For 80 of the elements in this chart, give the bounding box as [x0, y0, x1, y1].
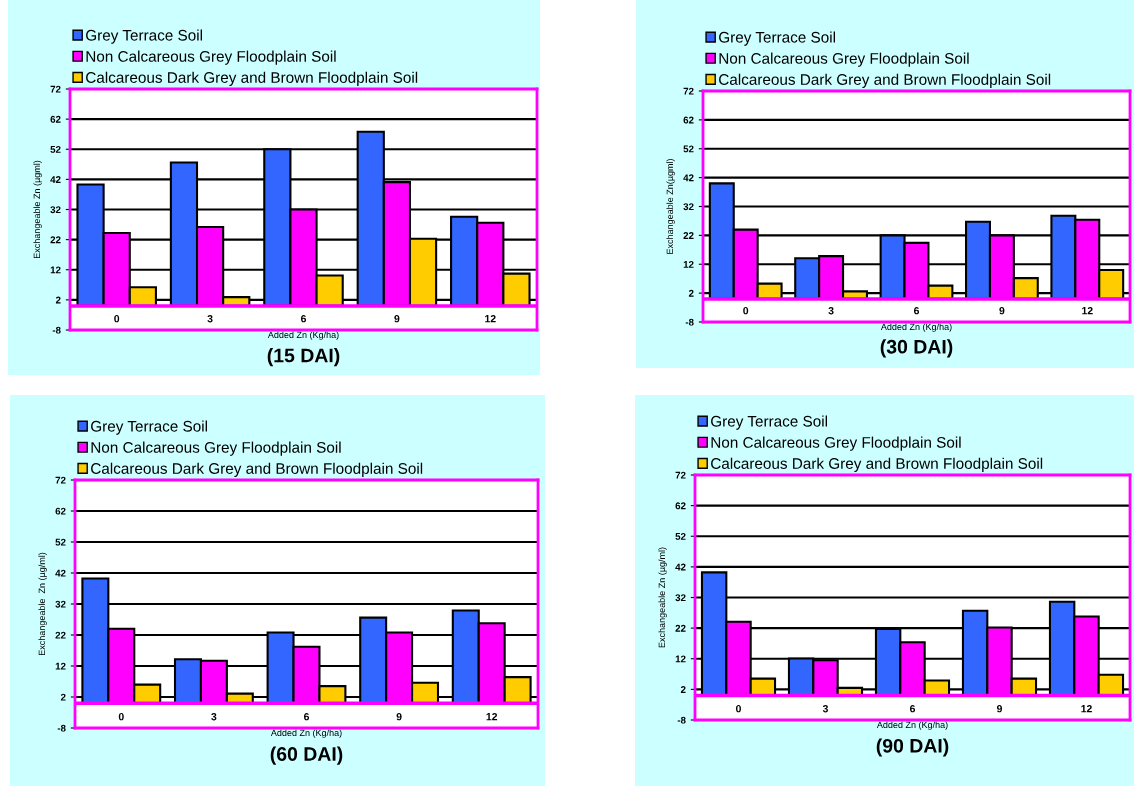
text: (15 DAI) — [267, 348, 340, 367]
legend-label: Calcareous Dark Grey and Brown Floodplain Soil — [711, 457, 1043, 472]
y-tick-label: -8 — [57, 724, 66, 732]
y-axis-title: Exchangeable Zn (µgml) — [33, 160, 42, 259]
legend-label: Grey Terrace Soil — [91, 420, 207, 435]
y-tick-label: 2 — [55, 296, 61, 304]
legend-label: Grey Terrace Soil — [711, 415, 827, 430]
y-tick-label: 42 — [55, 569, 66, 577]
y-tick-label: 52 — [683, 145, 694, 153]
y-tick-label: 22 — [55, 631, 66, 639]
legend-label: Non Calcareous Grey Floodplain Soil — [91, 441, 341, 456]
y-tick-label: -8 — [52, 326, 61, 334]
y-tick-label: 42 — [675, 563, 686, 571]
x-tick-label: 3 — [828, 307, 834, 315]
y-tick-label: 62 — [675, 502, 686, 510]
y-tick-label: 72 — [675, 471, 686, 479]
x-tick-label: 3 — [207, 315, 213, 323]
y-tick-label: 22 — [50, 236, 61, 244]
y-axis-title: Exchangeable Zn (µg/ml) — [658, 547, 667, 648]
legend-label: Non Calcareous Grey Floodplain Soil — [719, 52, 969, 67]
x-tick-label: 3 — [822, 705, 829, 713]
y-tick-label: 42 — [50, 176, 61, 183]
x-axis-title: Added Zn (Kg/ha) — [880, 323, 952, 332]
x-tick-label: 0 — [118, 713, 124, 721]
x-tick-label: 6 — [303, 713, 310, 721]
legend-label: Non Calcareous Grey Floodplain Soil — [86, 50, 336, 65]
x-tick-label: 9 — [996, 705, 1003, 713]
x-tick-label: 0 — [736, 705, 741, 713]
y-tick-label: 32 — [675, 594, 686, 602]
y-tick-label: 62 — [683, 116, 694, 124]
y-tick-label: 12 — [675, 655, 686, 663]
y-tick-label: 52 — [55, 538, 66, 546]
y-tick-label: 22 — [675, 624, 686, 632]
y-tick-label: 42 — [683, 174, 694, 182]
x-tick-label: 0 — [114, 315, 120, 323]
legend-label: Grey Terrace Soil — [86, 29, 202, 44]
x-tick-label: 9 — [394, 315, 400, 323]
y-tick-label: 22 — [683, 232, 694, 239]
y-tick-label: 32 — [55, 600, 66, 608]
legend-label: Grey Terrace Soil — [719, 31, 835, 46]
x-tick-label: 9 — [999, 307, 1005, 315]
y-tick-label: 32 — [683, 203, 694, 211]
x-tick-label: 6 — [300, 315, 307, 323]
y-tick-label: 62 — [50, 115, 61, 123]
legend-label: Calcareous Dark Grey and Brown Floodplain Soil — [719, 73, 1051, 88]
y-tick-label: 72 — [50, 85, 61, 93]
text: (90 DAI) — [876, 738, 949, 757]
x-tick-label: 12 — [1081, 705, 1092, 713]
text: (60 DAI) — [270, 746, 343, 765]
legend-label: Non Calcareous Grey Floodplain Soil — [711, 436, 961, 451]
y-axis-title: Exchangeable Zn(µgml) — [666, 159, 675, 254]
x-tick-label: 12 — [1082, 307, 1093, 315]
x-tick-label: 12 — [485, 315, 496, 323]
y-tick-label: 2 — [680, 686, 686, 693]
x-axis-title: Added Zn (Kg/ha) — [270, 729, 342, 738]
text: (30 DAI) — [880, 339, 953, 358]
y-tick-label: 52 — [675, 532, 686, 540]
legend-label: Calcareous Dark Grey and Brown Floodplain Soil — [86, 71, 418, 86]
y-tick-label: -8 — [685, 318, 694, 326]
x-tick-label: 12 — [486, 713, 498, 721]
y-tick-label: -8 — [677, 716, 686, 724]
y-tick-label: 62 — [55, 507, 66, 515]
legend-label: Calcareous Dark Grey and Brown Floodplain Soil — [91, 462, 423, 477]
y-tick-label: 52 — [50, 145, 61, 153]
y-tick-label: 12 — [50, 266, 61, 274]
x-tick-label: 6 — [913, 307, 920, 315]
y-tick-label: 72 — [683, 87, 694, 95]
x-axis-title: Added Zn (Kg/ha) — [876, 721, 948, 730]
x-tick-label: 3 — [211, 713, 217, 721]
y-tick-label: 2 — [688, 289, 694, 297]
y-tick-label: 2 — [60, 693, 66, 701]
y-tick-label: 32 — [50, 206, 61, 214]
y-axis-title: Exchangeable Zn (µg/ml) — [38, 552, 47, 656]
x-tick-label: 6 — [909, 705, 916, 713]
x-tick-label: 0 — [743, 307, 749, 315]
y-tick-label: 12 — [683, 260, 694, 268]
x-tick-label: 9 — [396, 713, 402, 721]
y-tick-label: 12 — [55, 662, 66, 670]
y-tick-label: 72 — [55, 476, 66, 484]
x-axis-title: Added Zn (Kg/ha) — [267, 331, 339, 340]
